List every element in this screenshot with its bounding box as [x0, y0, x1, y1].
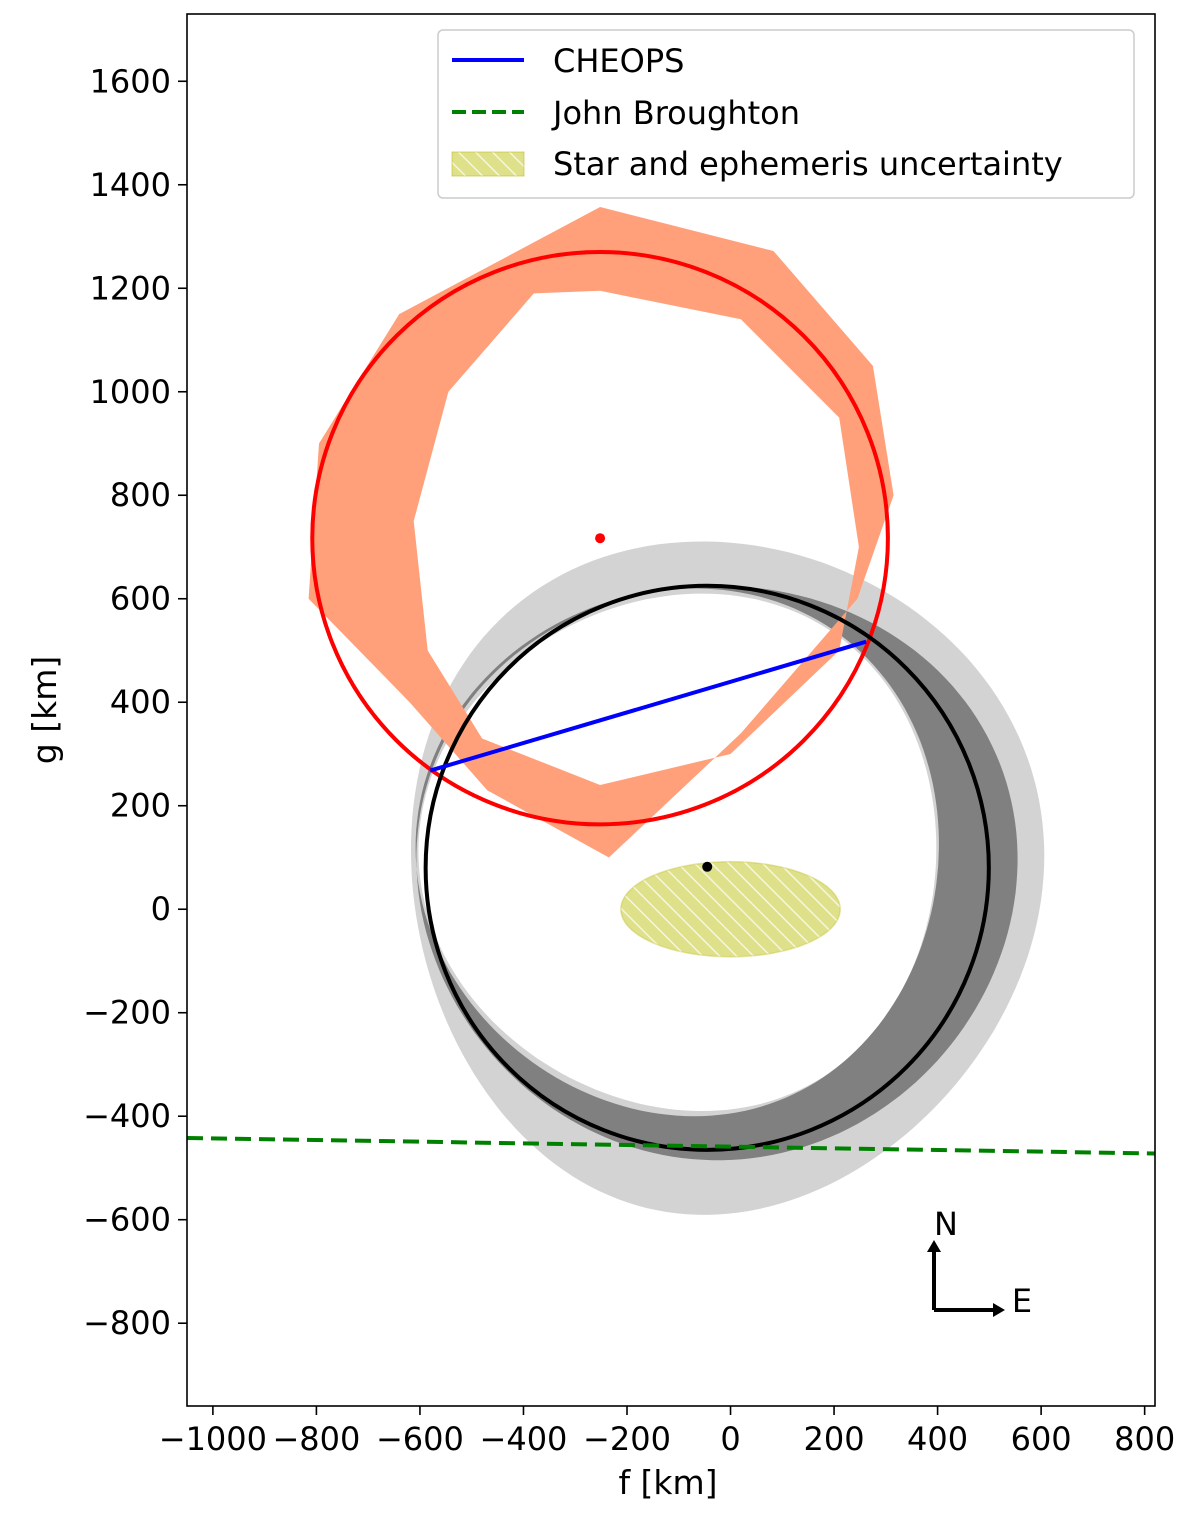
y-axis: −800 −600 −400 −200 0 200 400 600 800 1000 1200 140…	[83, 62, 187, 1342]
compass: N E	[927, 1205, 1032, 1320]
x-tick-label: 0	[720, 1420, 740, 1458]
x-tick-label: 400	[907, 1420, 968, 1458]
legend-label-john-broughton: John Broughton	[551, 94, 800, 132]
y-tick-label: −400	[83, 1097, 171, 1135]
y-tick-label: 0	[151, 890, 171, 928]
legend-box	[437, 29, 1135, 199]
legend-label-uncertainty: Star and ephemeris uncertainty	[553, 145, 1063, 183]
plot-area	[187, 207, 1155, 1215]
cheops-chord-line	[429, 639, 867, 773]
fit-black-ellipse	[423, 583, 991, 1152]
fit-red-uncertainty-band	[308, 207, 894, 858]
y-tick-label: −200	[83, 994, 171, 1032]
legend-swatch-uncertainty	[451, 151, 525, 177]
y-tick-label: 600	[110, 580, 171, 618]
x-tick-label: −200	[583, 1420, 671, 1458]
y-tick-label: 400	[110, 683, 171, 721]
x-axis-label: f [km]	[618, 1463, 717, 1502]
y-tick-label: 1400	[90, 166, 171, 204]
y-tick-label: 1000	[90, 373, 171, 411]
y-tick-label: 800	[110, 476, 171, 514]
y-tick-label: 200	[110, 787, 171, 825]
legend-label-cheops: CHEOPS	[553, 42, 684, 80]
x-tick-label: −1000	[159, 1420, 267, 1458]
compass-east-label: E	[1012, 1282, 1032, 1320]
y-tick-label: −600	[83, 1201, 171, 1239]
legend: CHEOPS John Broughton Star and ephemeris…	[437, 29, 1135, 199]
star-ephemeris-uncertainty-ellipse	[620, 860, 842, 958]
x-tick-label: 200	[804, 1420, 865, 1458]
fit-red-ellipse	[310, 250, 890, 827]
x-tick-label: 600	[1011, 1420, 1072, 1458]
x-tick-label: 800	[1114, 1420, 1175, 1458]
compass-north-arrowhead	[927, 1240, 941, 1252]
y-tick-label: −800	[83, 1304, 171, 1342]
fit-black-center-point	[702, 861, 713, 872]
fit-red-center-point	[595, 533, 606, 544]
x-tick-label: −800	[272, 1420, 360, 1458]
y-axis-label: g [km]	[25, 656, 64, 764]
compass-east-arrowhead	[993, 1303, 1005, 1317]
plot-frame	[186, 13, 1156, 1407]
x-tick-label: −600	[376, 1420, 464, 1458]
y-tick-label: 1600	[90, 62, 171, 100]
x-axis: −1000 −800 −600 −400 −200 0 200 400 600 800	[159, 1406, 1175, 1458]
x-tick-label: −400	[480, 1420, 568, 1458]
john-broughton-chord-line	[187, 1135, 1155, 1156]
y-tick-label: 1200	[90, 269, 171, 307]
compass-north-label: N	[934, 1205, 958, 1243]
